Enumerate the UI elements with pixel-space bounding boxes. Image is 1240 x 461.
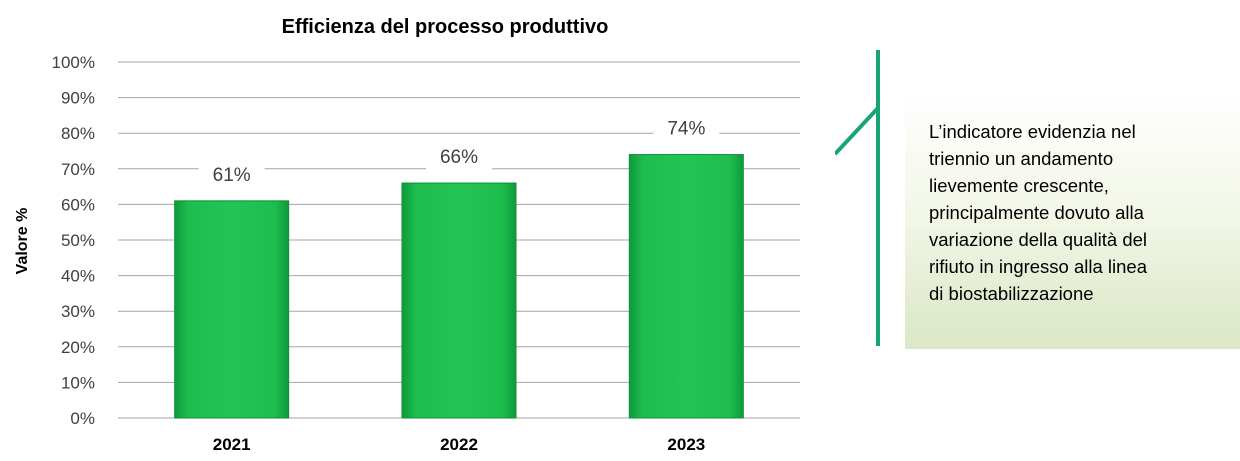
y-tick-label: 40% — [61, 267, 95, 286]
y-tick-label: 70% — [61, 160, 95, 179]
bracket-pointer-line — [835, 106, 880, 156]
data-labels: 61% 66% 74% — [198, 113, 720, 188]
x-tick-label-2023: 2023 — [667, 435, 705, 454]
data-label-2022: 66% — [440, 147, 478, 168]
note-bracket — [835, 50, 880, 346]
y-tick-label: 20% — [61, 338, 95, 357]
y-tick-label: 80% — [61, 124, 95, 143]
data-label-background — [426, 142, 492, 171]
y-tick-label: 60% — [61, 195, 95, 214]
note-line: triennio un andamento — [929, 148, 1114, 169]
y-tick-label: 0% — [70, 409, 95, 428]
bar-2023 — [628, 154, 744, 419]
note-line: rifiuto in ingresso alla linea — [929, 256, 1148, 277]
data-label-background — [653, 113, 720, 142]
y-tick-label: 10% — [61, 373, 95, 392]
note-box: L’indicatore evidenzia nel triennio un a… — [905, 92, 1240, 349]
y-tick-label: 100% — [52, 53, 95, 72]
note-line: variazione della qualità del — [929, 229, 1148, 250]
bar-2022 — [401, 182, 517, 419]
chart-title: Efficienza del processo produttivo — [282, 16, 609, 38]
data-label-background — [198, 159, 265, 188]
bars — [174, 154, 744, 419]
y-axis-label: Valore % — [14, 208, 31, 275]
note-line: principalmente dovuto alla — [929, 202, 1144, 223]
data-label-2023: 74% — [667, 119, 705, 140]
bar-2021 — [174, 200, 290, 419]
note-line: lievemente crescente, — [929, 175, 1109, 196]
y-tick-label: 30% — [61, 302, 95, 321]
note-line: L’indicatore evidenzia nel — [929, 121, 1136, 142]
x-axis-ticks: 2021 2022 2023 — [213, 435, 705, 454]
note-line: di biostabilizzazione — [929, 283, 1094, 304]
data-label-2021: 61% — [213, 165, 251, 186]
x-tick-label-2022: 2022 — [440, 435, 478, 454]
note-text: L’indicatore evidenzia nel triennio un a… — [929, 118, 1230, 307]
y-tick-label: 50% — [61, 231, 95, 250]
y-tick-label: 90% — [61, 89, 95, 108]
y-axis-ticks: 0% 10% 20% 30% 40% 50% 60% 70% 80% 90% 100% — [52, 53, 95, 428]
x-tick-label-2021: 2021 — [213, 435, 251, 454]
